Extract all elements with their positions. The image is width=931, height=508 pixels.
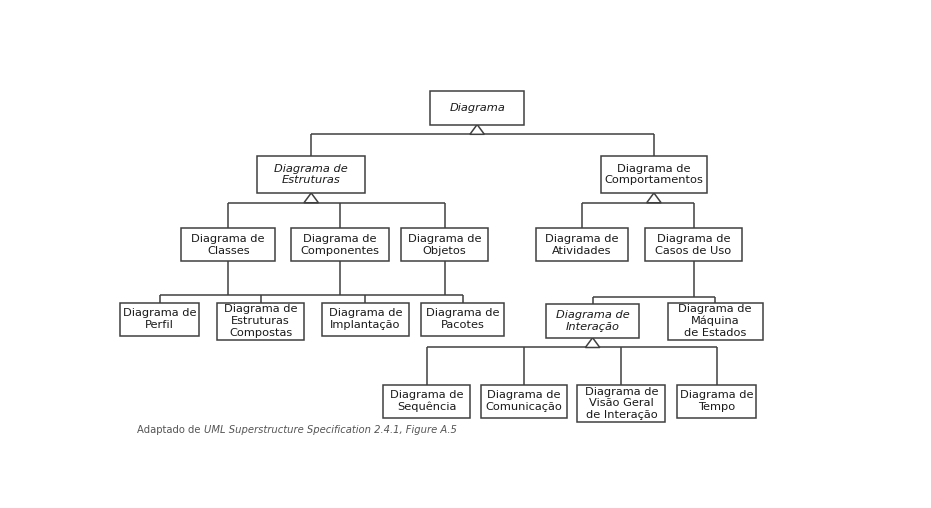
FancyBboxPatch shape (645, 228, 742, 262)
Text: Diagrama de
Atividades: Diagrama de Atividades (545, 234, 618, 256)
FancyBboxPatch shape (430, 91, 524, 124)
Text: Diagrama de
Classes: Diagrama de Classes (192, 234, 265, 256)
FancyBboxPatch shape (421, 302, 505, 336)
FancyBboxPatch shape (182, 228, 276, 262)
Text: Diagrama de
Pacotes: Diagrama de Pacotes (426, 308, 499, 330)
Text: Diagrama de
Estruturas: Diagrama de Estruturas (275, 164, 348, 185)
FancyBboxPatch shape (218, 302, 304, 340)
FancyBboxPatch shape (322, 302, 409, 336)
Text: UML Superstructure Specification 2.4.1, Figure A.5: UML Superstructure Specification 2.4.1, … (204, 425, 456, 434)
Text: Diagrama de
Casos de Uso: Diagrama de Casos de Uso (655, 234, 732, 256)
FancyBboxPatch shape (577, 385, 666, 422)
FancyBboxPatch shape (480, 385, 567, 418)
Text: Diagrama de
Estruturas
Compostas: Diagrama de Estruturas Compostas (224, 304, 297, 338)
Text: Diagrama de
Comunicação: Diagrama de Comunicação (486, 391, 562, 412)
Polygon shape (647, 193, 661, 203)
Text: Adaptado de: Adaptado de (137, 425, 203, 434)
FancyBboxPatch shape (257, 156, 365, 193)
Text: Diagrama de
Objetos: Diagrama de Objetos (408, 234, 481, 256)
FancyBboxPatch shape (546, 304, 640, 338)
Text: Diagrama de
Interação: Diagrama de Interação (556, 310, 629, 332)
Text: Diagrama de
Implantação: Diagrama de Implantação (329, 308, 402, 330)
Text: Diagrama de
Visão Geral
de Interação: Diagrama de Visão Geral de Interação (585, 387, 658, 420)
Polygon shape (304, 193, 318, 203)
FancyBboxPatch shape (600, 156, 708, 193)
Text: Diagrama de
Comportamentos: Diagrama de Comportamentos (604, 164, 703, 185)
Text: Diagrama de
Sequência: Diagrama de Sequência (390, 390, 464, 412)
Text: Diagrama de
Componentes: Diagrama de Componentes (301, 234, 380, 256)
FancyBboxPatch shape (291, 228, 389, 262)
FancyBboxPatch shape (535, 228, 627, 262)
Text: Diagrama de
Perfil: Diagrama de Perfil (123, 308, 196, 330)
Text: Diagrama de
Tempo: Diagrama de Tempo (680, 391, 753, 412)
Text: Diagrama de
Máquina
de Estados: Diagrama de Máquina de Estados (679, 304, 752, 338)
Polygon shape (586, 338, 600, 347)
FancyBboxPatch shape (120, 302, 199, 336)
Polygon shape (470, 124, 484, 134)
FancyBboxPatch shape (384, 385, 470, 418)
FancyBboxPatch shape (677, 385, 756, 418)
Text: Diagrama: Diagrama (449, 103, 506, 113)
FancyBboxPatch shape (401, 228, 488, 262)
FancyBboxPatch shape (668, 302, 762, 340)
